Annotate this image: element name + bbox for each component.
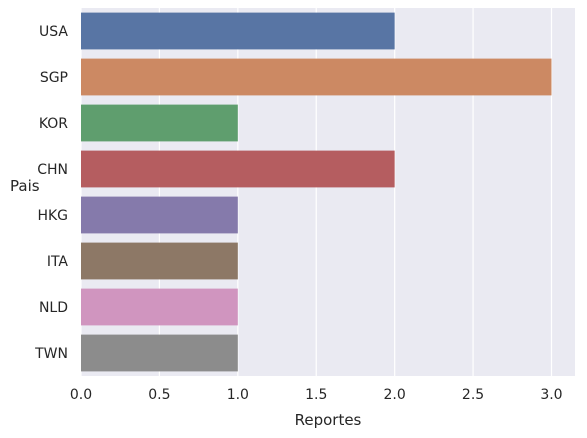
bar-hkg [81,196,238,234]
x-tick-label: 0.0 [70,387,92,403]
y-tick-labels: USA SGP KOR CHN HKG ITA NLD TWN [34,24,68,362]
bar-twn [81,334,238,372]
bar-chn [81,150,395,188]
y-tick-label-kor: KOR [39,116,68,132]
y-tick-label-chn: CHN [37,162,68,178]
x-tick-label: 2.0 [384,387,406,403]
y-tick-label-usa: USA [39,24,68,40]
y-tick-label-twn: TWN [34,346,68,362]
x-tick-label: 0.5 [148,387,170,403]
x-tick-label: 1.0 [227,387,249,403]
y-tick-label-sgp: SGP [40,70,68,86]
bar-kor [81,104,238,142]
bar-ita [81,242,238,280]
y-tick-label-hkg: HKG [37,208,68,224]
bars [81,12,552,372]
x-tick-label: 2.5 [462,387,484,403]
x-tick-label: 1.5 [305,387,327,403]
bar-usa [81,12,395,50]
x-tick-labels: 0.0 0.5 1.0 1.5 2.0 2.5 3.0 [70,387,563,403]
x-tick-label: 3.0 [540,387,562,403]
x-axis-label: Reportes [295,411,362,429]
bar-nld [81,288,238,326]
bar-sgp [81,58,552,96]
y-tick-label-ita: ITA [47,254,69,270]
y-tick-label-nld: NLD [39,300,68,316]
y-axis-label: Pais [10,177,40,195]
